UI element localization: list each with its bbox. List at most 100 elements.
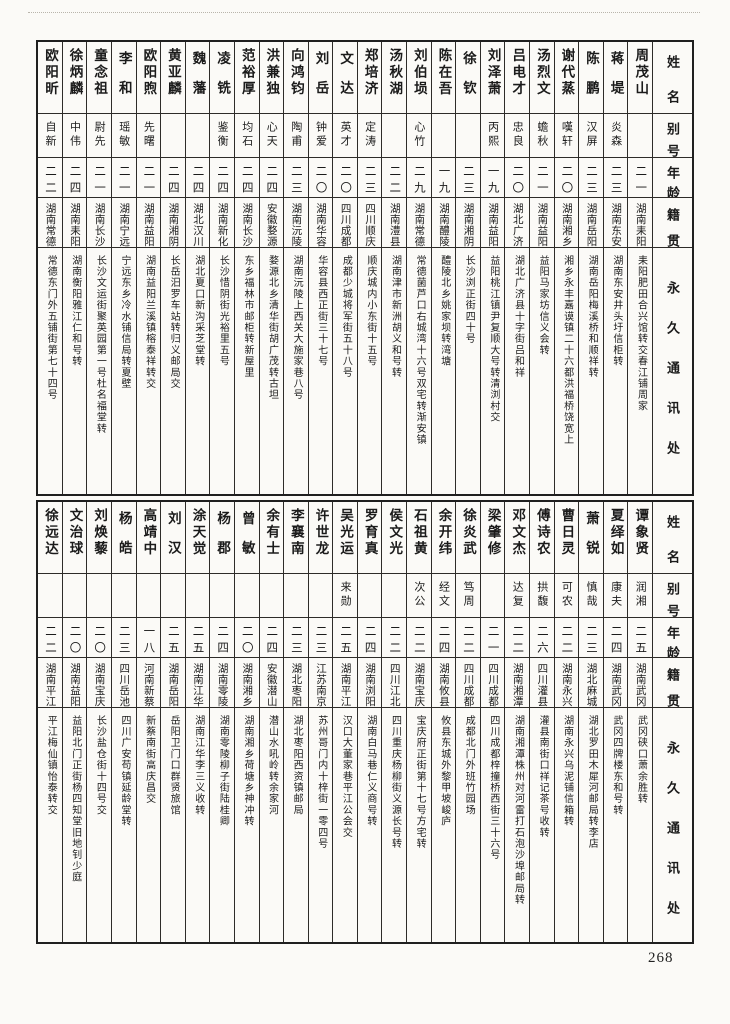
- directory-entry-column: 刘岳 钟爱 二〇 湖南华容 华容县西正街三十七号: [307, 42, 333, 494]
- entry-alias-text: 汉屏: [585, 121, 598, 149]
- entry-address: 益阳马家坊信义会转: [530, 248, 554, 494]
- entry-alias: 来勋: [333, 574, 357, 618]
- entry-name: 欧阳煦: [136, 42, 161, 114]
- entry-address: 宝庆府正街第十七号方宅转: [407, 708, 431, 942]
- entry-address-text: 湖南永兴乌泥铺信箱转: [561, 715, 573, 827]
- entry-native-text: 湖北汉川: [192, 203, 204, 247]
- entry-alias: 瑶敏: [111, 114, 136, 158]
- directory-entry-column: 向鸿钧 陶甫 二三 湖南沅陵 湖南沅陵上西关大施家巷八号: [283, 42, 308, 494]
- entry-name: 谭象贤: [628, 502, 652, 574]
- entry-name-text: 谢代蒸: [559, 48, 575, 98]
- entry-alias-text: 先曙: [142, 121, 155, 149]
- entry-address-text: 岳阳卫门口群贤旅馆: [168, 715, 180, 816]
- entry-address: 益阳北门正街杨四知堂旧地钊少庭: [63, 708, 87, 942]
- entry-native: 湖南湘阴: [161, 198, 185, 248]
- entry-alias-text: 自新: [43, 121, 56, 149]
- entry-age-text: 二四: [437, 625, 450, 658]
- entry-native: 湖北广济: [505, 198, 530, 248]
- entry-age: 二一: [111, 158, 136, 198]
- directory-entry-column: 陈鹏 汉屏 二三 湖南岳阳 湖南岳阳梅溪桥和顺祥转: [578, 42, 603, 494]
- entry-native-text: 四川顺庆: [364, 203, 376, 247]
- entry-native-text: 湖南长沙: [241, 203, 253, 247]
- entry-native: 湖南湘乡: [234, 658, 259, 708]
- entry-name: 周茂山: [628, 42, 652, 114]
- entry-native-text: 湖南宝庆: [93, 663, 105, 707]
- entry-alias: 心天: [259, 114, 284, 158]
- entry-address: 湘乡永丰嘉谟镇二十六都洪福桥饶宽上: [555, 248, 579, 494]
- entry-native-text: 湖南湘阴: [167, 203, 179, 247]
- directory-entry-column: 夏绎如 康夫 二四 湖南武冈 武冈四牌楼东和号转: [602, 502, 628, 942]
- entry-address-text: 四川成都梓撞桥西街三十六号: [487, 715, 499, 861]
- entry-address: 四川广安苟镇延龄堂转: [112, 708, 136, 942]
- entry-address-text: 华容县西正街三十七号: [315, 255, 327, 367]
- entry-name: 汤秋湖: [382, 42, 407, 114]
- directory-entry-column: 涂天觉 二五 湖南江华 湖南江华李三义收转: [184, 502, 210, 942]
- header-name-text: 姓名: [665, 55, 680, 114]
- entry-age: 二四: [357, 618, 382, 658]
- directory-entry-column: 陈在吾 一九 湖南醴陵 醴陵北乡姚家坝转湾塘: [430, 42, 456, 494]
- entry-native: 湖南攸县: [431, 658, 456, 708]
- entry-age: 二三: [284, 158, 308, 198]
- directory-entry-column: 魏藩 二四 湖北汉川 湖北夏口新沟采芝堂转: [184, 42, 210, 494]
- entry-address: 湖南岳阳梅溪桥和顺祥转: [579, 248, 603, 494]
- header-alias: 别号: [653, 574, 692, 618]
- entry-address-text: 湘乡永丰嘉谟镇二十六都洪福桥饶宽上: [561, 255, 573, 446]
- entry-name-text: 吕电才: [510, 48, 526, 98]
- entry-name-text: 文治球: [67, 508, 83, 558]
- entry-alias: [161, 114, 185, 158]
- entry-name-text: 高靖中: [141, 508, 157, 558]
- entry-address-text: 湖南白马巷仁义商号转: [364, 715, 376, 827]
- entry-alias-text: 拱馥: [535, 581, 548, 609]
- entry-name-text: 汤秋湖: [387, 48, 403, 98]
- entry-name-text: 蒋堤: [608, 51, 624, 110]
- entry-address: 长沙文运街聚英园第一号杜名福堂转: [87, 248, 111, 494]
- entry-alias: 中伟: [62, 114, 87, 158]
- entry-address-text: 湖南江华李三义收转: [192, 715, 204, 816]
- entry-native-text: 湖南常德: [44, 203, 56, 247]
- entry-native: 湖南常德: [38, 198, 62, 248]
- entry-name-text: 侯文光: [387, 508, 403, 558]
- header-age: 年龄: [653, 158, 692, 198]
- entry-address: 汉口大董家巷平江公会交: [333, 708, 357, 942]
- entry-native-text: 湖南江华: [192, 663, 204, 707]
- entry-age-text: 二三: [314, 625, 327, 658]
- entry-age: 二三: [579, 158, 603, 198]
- entry-age: 二九: [407, 158, 431, 198]
- entry-name-text: 黄亚麟: [165, 48, 181, 98]
- entry-name: 欧阳昕: [38, 42, 62, 114]
- entry-name-text: 刘泽萧: [485, 48, 501, 98]
- entry-address: 顺庆城内小东街十五号: [358, 248, 382, 494]
- entry-name: 罗育真: [357, 502, 382, 574]
- entry-native: 湖南益阳: [136, 198, 161, 248]
- entry-name-text: 刘汉: [165, 511, 181, 570]
- directory-entry-column: 余开纬 经文 二四 湖南攸县 攸县东城外黎甲坡峻庐: [430, 502, 456, 942]
- entry-age: 二〇: [234, 618, 259, 658]
- entry-name-text: 徐远达: [42, 508, 58, 558]
- entry-name-text: 杨皓: [116, 511, 132, 570]
- entry-age-text: 二二: [462, 625, 475, 658]
- entry-address: 湖南沅陵上西关大施家巷八号: [284, 248, 308, 494]
- entry-alias: [185, 574, 210, 618]
- entry-native: 湖南耒阳: [62, 198, 87, 248]
- entry-age: 二二: [38, 158, 62, 198]
- entry-name-text: 徐炳麟: [67, 48, 83, 98]
- entry-native-text: 四川灌县: [536, 663, 548, 707]
- entry-address-text: 成都少城将军街五十八号: [340, 255, 352, 379]
- entry-alias-text: 来勋: [339, 581, 352, 609]
- entry-native: 四川成都: [480, 658, 505, 708]
- entry-age: 二二: [407, 618, 431, 658]
- entry-native: 湖南宁远: [111, 198, 136, 248]
- entry-name: 曹日灵: [554, 502, 579, 574]
- directory-entry-column: 文达 英才 二〇 四川成都 成都少城将军街五十八号: [332, 42, 357, 494]
- entry-address: 湖南湘潭株州对河雷打石泡沙埠邮局转: [505, 708, 529, 942]
- entry-alias-text: 鉴衡: [216, 121, 229, 149]
- entry-age-text: 一九: [437, 165, 450, 198]
- entry-native-text: 湖南浏阳: [364, 663, 376, 707]
- entry-native: 湖南永兴: [554, 658, 579, 708]
- entry-name: 刘焕藜: [87, 502, 111, 574]
- entry-age-text: 二一: [535, 165, 548, 198]
- entry-address: 平江梅仙镇怡泰转交: [38, 708, 62, 942]
- entry-native-text: 湖南益阳: [142, 203, 154, 247]
- directory-entry-column: 曹日灵 可农 二二 湖南永兴 湖南永兴乌泥铺信箱转: [553, 502, 579, 942]
- entry-name: 谢代蒸: [554, 42, 579, 114]
